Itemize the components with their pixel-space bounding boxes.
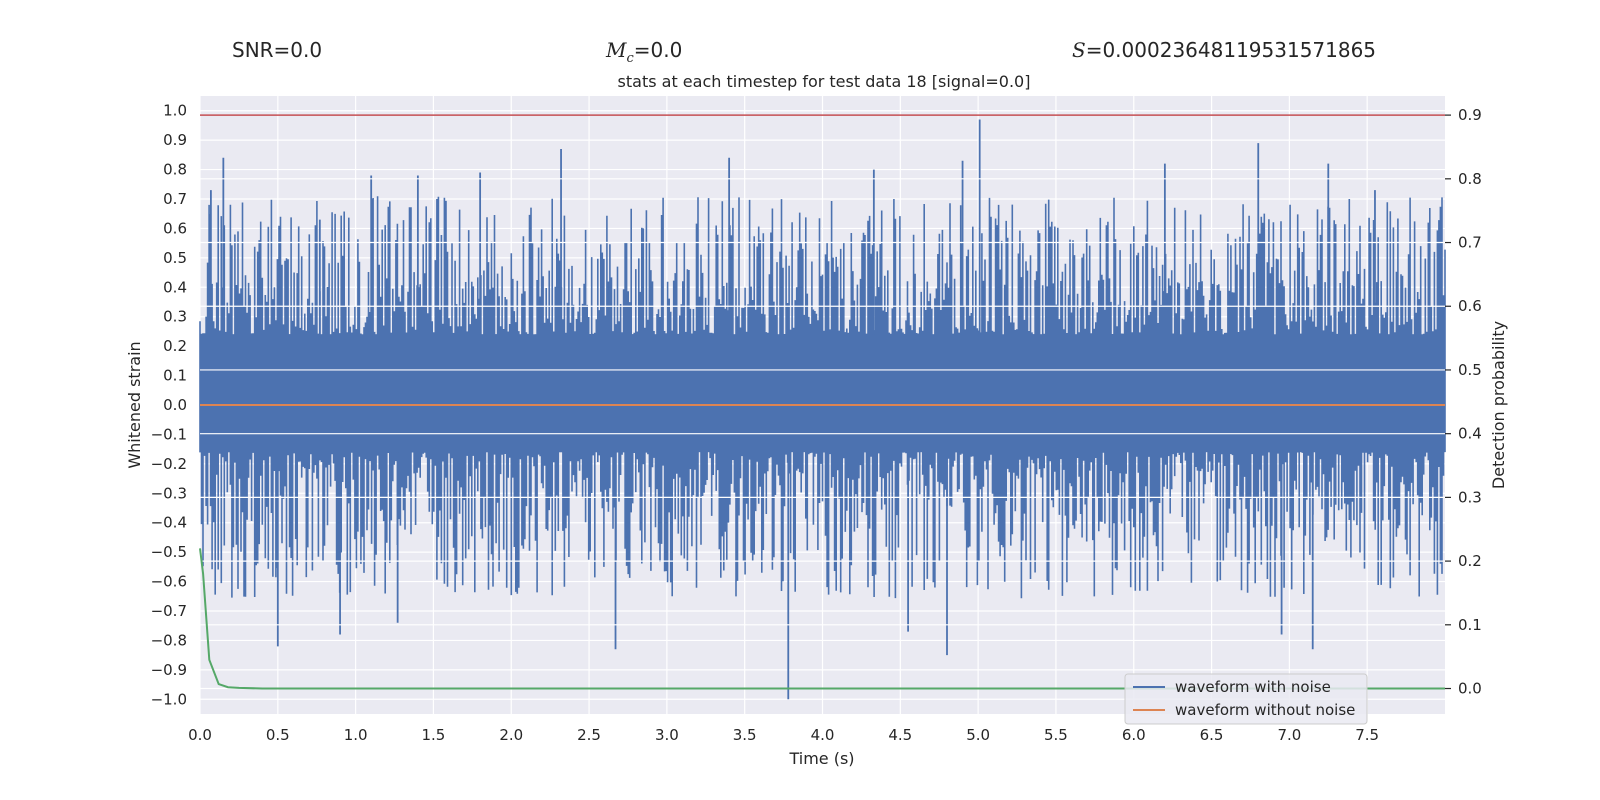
noise-waveform-core: [200, 334, 1445, 453]
y-left-tick-label: −0.6: [151, 573, 187, 591]
y-right-tick-label: 0.1: [1458, 616, 1482, 634]
y-left-tick-label: 0.7: [163, 190, 187, 208]
y-left-tick-label: 1.0: [163, 102, 187, 120]
s-value: =0.00023648119531571865: [1085, 38, 1377, 62]
x-tick-label: 7.0: [1277, 726, 1301, 744]
y-left-tick-label: 0.0: [163, 396, 187, 414]
y-left-tick-label: 0.2: [163, 337, 187, 355]
x-tick-label: 7.5: [1355, 726, 1379, 744]
legend: waveform with noise waveform without noi…: [1124, 673, 1368, 725]
x-tick-label: 5.5: [1044, 726, 1068, 744]
x-tick-label: 5.0: [966, 726, 990, 744]
x-tick-label: 6.0: [1122, 726, 1146, 744]
x-tick-label: 1.5: [422, 726, 446, 744]
y-right-tick-label: 0.0: [1458, 680, 1482, 698]
chart-title: stats at each timestep for test data 18 …: [617, 72, 1031, 91]
y-left-tick-label: 0.5: [163, 249, 187, 267]
y-left-tick-label: 0.8: [163, 161, 187, 179]
legend-box: [1124, 673, 1368, 725]
x-axis-label: Time (s): [788, 749, 854, 768]
y-right-tick-label: 0.5: [1458, 361, 1482, 379]
x-tick-label: 4.0: [811, 726, 835, 744]
y-axis-left-label: Whitened strain: [125, 341, 144, 468]
y-left-tick-label: −1.0: [151, 690, 187, 708]
x-tick-label: 3.5: [733, 726, 757, 744]
overlay-lines: [199, 114, 1445, 690]
detection-probability-line: [199, 548, 1445, 690]
y-left-tick-label: 0.3: [163, 308, 187, 326]
x-tick-label: 2.0: [499, 726, 523, 744]
legend-label-clean: waveform without noise: [1175, 701, 1355, 719]
s-symbol: S: [1072, 38, 1086, 62]
y-left-tick-label: −0.7: [151, 602, 187, 620]
x-tick-label: 0.5: [266, 726, 290, 744]
legend-label-noise: waveform with noise: [1175, 678, 1331, 696]
y-left-tick-label: −0.9: [151, 661, 187, 679]
y-left-tick-label: −0.5: [151, 543, 187, 561]
y-left-tick-label: 0.1: [163, 367, 187, 385]
chirp-mass-stat: Mc=0.0: [606, 38, 682, 66]
y-axis-right-label: Detection probability: [1489, 321, 1508, 489]
y-left-tick-label: 0.9: [163, 131, 187, 149]
y-left-tick-label: −0.3: [151, 484, 187, 502]
y-right-tick-label: 0.9: [1458, 106, 1482, 124]
x-tick-label: 3.0: [655, 726, 679, 744]
y-right-tick-label: 0.4: [1458, 425, 1482, 443]
noise-waveform-series: [199, 119, 1446, 700]
snr-stat: SNR=0.0: [232, 38, 323, 62]
y-right-tick-label: 0.2: [1458, 552, 1482, 570]
y-right-tick-label: 0.8: [1458, 170, 1482, 188]
x-tick-label: 0.0: [188, 726, 212, 744]
axes: 0.0 0.5 1.0 1.5 2.0 2.5 3.0 3.5 4.0 4.5 5.0 5.5 6.0 6…: [151, 102, 1482, 744]
x-tick-label: 6.5: [1200, 726, 1224, 744]
x-tick-label: 2.5: [577, 726, 601, 744]
y-right-tick-label: 0.7: [1458, 234, 1482, 252]
s-stat: S=0.00023648119531571865: [1072, 38, 1376, 62]
chirp-mass-subscript: c: [626, 51, 634, 66]
y-left-tick-label: −0.8: [151, 631, 187, 649]
chirp-mass-value: =0.0: [633, 38, 683, 62]
x-tick-label: 4.5: [888, 726, 912, 744]
chirp-mass-symbol: M: [606, 38, 627, 62]
y-right-tick-label: 0.3: [1458, 488, 1482, 506]
y-left-tick-label: −0.2: [151, 455, 187, 473]
x-tick-label: 1.0: [344, 726, 368, 744]
y-left-tick-label: 0.6: [163, 219, 187, 237]
y-left-tick-label: −0.1: [151, 425, 187, 443]
y-right-tick-label: 0.6: [1458, 297, 1482, 315]
y-left-tick-label: 0.4: [163, 278, 187, 296]
y-left-tick-label: −0.4: [151, 514, 187, 532]
